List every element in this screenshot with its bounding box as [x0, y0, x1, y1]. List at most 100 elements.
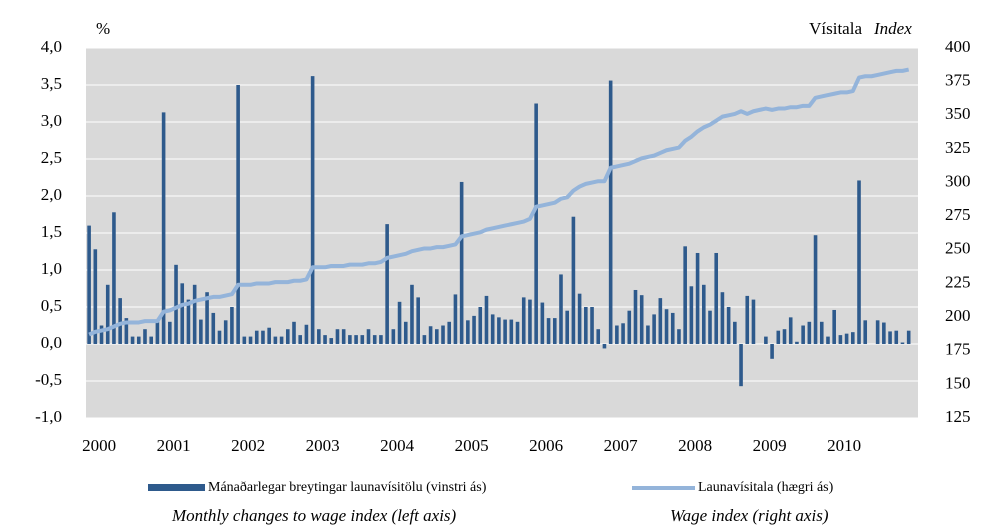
- bar: [813, 235, 818, 344]
- x-tick-label: 2000: [82, 436, 116, 455]
- y2-tick-label: 275: [945, 205, 971, 224]
- bar: [615, 325, 619, 344]
- x-tick-label: 2005: [455, 436, 489, 455]
- bar: [733, 321, 737, 344]
- y2-tick-label: 325: [945, 138, 971, 157]
- bar: [211, 312, 216, 344]
- bar: [348, 335, 352, 344]
- y2-tick-label: 125: [945, 407, 971, 426]
- bar: [795, 341, 799, 344]
- bar: [683, 246, 687, 344]
- bar: [130, 336, 135, 344]
- bar: [317, 329, 321, 344]
- line: [88, 67, 910, 337]
- bar: [105, 284, 110, 344]
- bar: [546, 318, 551, 344]
- bar: [633, 289, 638, 344]
- bar: [900, 342, 905, 344]
- bar: [254, 330, 259, 344]
- bar: [764, 336, 768, 344]
- bar: [466, 320, 470, 344]
- bar: [695, 252, 700, 344]
- legend-swatch: [148, 484, 205, 491]
- bar: [801, 325, 805, 344]
- y-tick-label: 1,0: [41, 259, 62, 278]
- bar: [863, 320, 868, 344]
- bar: [267, 327, 271, 344]
- bar: [360, 335, 365, 344]
- bar: [701, 284, 706, 344]
- bar: [652, 314, 656, 344]
- bar: [298, 335, 303, 344]
- bar: [149, 336, 153, 344]
- bar: [435, 329, 439, 344]
- y2-tick-label: 225: [945, 272, 971, 291]
- right-axis-label-en: Index: [873, 19, 912, 38]
- bar: [497, 317, 501, 344]
- bar: [565, 310, 569, 344]
- y-tick-label: 4,0: [41, 37, 62, 56]
- bar: [161, 112, 166, 344]
- bar: [372, 335, 377, 344]
- bar: [391, 329, 396, 344]
- bar: [242, 336, 247, 344]
- bar: [882, 322, 886, 344]
- bar: [261, 330, 265, 344]
- bar: [279, 336, 284, 344]
- bar: [577, 293, 582, 344]
- x-tick-label: 2006: [529, 436, 563, 455]
- bar: [559, 274, 563, 344]
- bar: [403, 321, 408, 344]
- bar: [441, 325, 445, 344]
- bar: [310, 76, 315, 345]
- y2-tick-label: 150: [945, 373, 971, 392]
- bar: [354, 335, 358, 344]
- x-tick-label: 2007: [604, 436, 639, 455]
- bar: [118, 298, 122, 344]
- bar: [428, 326, 433, 344]
- bar: [87, 225, 91, 344]
- bar: [658, 298, 663, 344]
- y2-tick-label: 350: [945, 104, 971, 123]
- bar: [99, 325, 104, 344]
- bar: [490, 314, 495, 344]
- legend-label-en: Wage index (right axis): [670, 506, 829, 525]
- bar: [528, 299, 532, 344]
- bar: [472, 315, 476, 344]
- bar: [534, 103, 538, 344]
- bar: [304, 324, 309, 344]
- y-tick-label: 0,0: [41, 333, 62, 352]
- x-tick-label: 2002: [231, 436, 265, 455]
- bar: [708, 310, 712, 344]
- bar: [410, 284, 414, 344]
- y2-tick-label: 300: [945, 171, 971, 190]
- bar: [571, 216, 576, 344]
- bar: [826, 336, 830, 344]
- bar: [168, 321, 172, 344]
- y-tick-label: 3,5: [41, 74, 62, 93]
- bar: [621, 323, 625, 344]
- bar: [180, 283, 185, 344]
- bar: [739, 344, 743, 387]
- bar: [478, 307, 483, 344]
- bar: [639, 295, 644, 344]
- bar: [677, 329, 681, 344]
- bar: [292, 321, 296, 344]
- bar: [385, 224, 389, 344]
- bar: [341, 329, 346, 344]
- x-tick-label: 2001: [157, 436, 191, 455]
- bar: [323, 335, 327, 344]
- bar: [205, 292, 209, 344]
- bar: [590, 307, 594, 344]
- bar: [776, 330, 781, 344]
- bar: [521, 297, 526, 344]
- bar: [608, 80, 613, 344]
- bar: [230, 307, 234, 344]
- bar: [379, 335, 383, 344]
- bar: [745, 295, 750, 344]
- y2-tick-label: 200: [945, 306, 971, 325]
- bar: [770, 344, 774, 359]
- bar: [906, 330, 911, 344]
- bar: [285, 329, 290, 344]
